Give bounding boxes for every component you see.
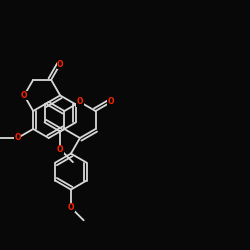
Text: O: O [14, 134, 21, 142]
Text: O: O [57, 145, 64, 154]
Text: O: O [21, 91, 28, 100]
Text: O: O [77, 98, 83, 106]
Text: O: O [57, 60, 64, 69]
Text: O: O [108, 98, 114, 106]
Text: O: O [68, 203, 74, 212]
